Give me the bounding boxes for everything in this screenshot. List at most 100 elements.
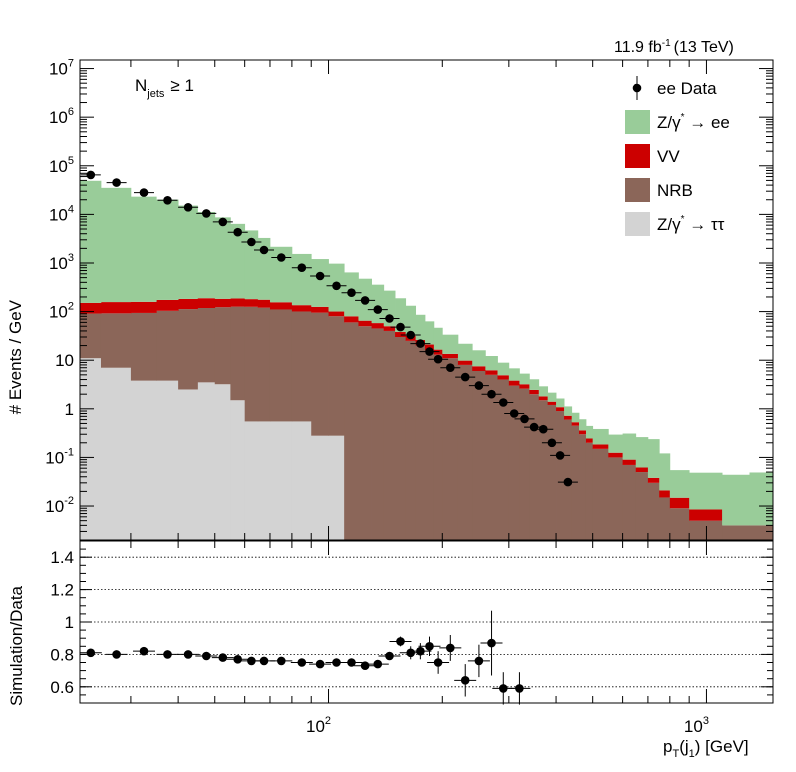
bar (647, 439, 660, 478)
bar (529, 389, 540, 395)
bar (291, 421, 312, 540)
bar (269, 246, 293, 303)
series-2 (80, 298, 723, 521)
legend-item-3: NRB (625, 178, 693, 202)
ratio-point (315, 659, 325, 669)
ratio-tick-label: 0.6 (50, 678, 74, 697)
bar (689, 472, 723, 510)
bar (635, 467, 649, 473)
bar (395, 332, 407, 338)
bar (442, 334, 459, 354)
bar (80, 313, 102, 359)
ratio-point (385, 651, 394, 661)
bar (556, 398, 565, 408)
bar (722, 525, 750, 540)
lumi-label: 11.9 fb-1 (13 TeV) (614, 38, 734, 56)
ratio-point (515, 684, 524, 693)
bar (547, 404, 557, 540)
ratio-point (112, 650, 121, 659)
ratio-point (446, 643, 455, 653)
bar (383, 326, 396, 331)
ratio-point (474, 656, 484, 666)
data-point (474, 381, 484, 390)
bar (371, 323, 385, 329)
bar (519, 388, 530, 540)
bar (547, 392, 557, 402)
bar (156, 299, 179, 311)
data-point (163, 196, 172, 205)
bar (508, 380, 520, 386)
bar (291, 253, 312, 306)
bar (291, 311, 312, 422)
ratio-point (460, 676, 470, 685)
data-point (563, 477, 573, 487)
data-point (347, 288, 356, 298)
bar (433, 354, 443, 540)
bar (291, 305, 312, 312)
data-point (555, 451, 565, 460)
bar (457, 360, 473, 365)
bar (178, 389, 198, 540)
bar (244, 230, 259, 300)
data-point (86, 170, 96, 180)
bar (622, 459, 637, 465)
bar (556, 411, 565, 540)
bar (529, 394, 540, 540)
bar (669, 497, 690, 509)
ratio-point (416, 646, 425, 656)
bar (592, 444, 609, 449)
bar (178, 309, 198, 390)
bar (415, 314, 426, 341)
bar (214, 384, 231, 540)
bar (383, 290, 396, 327)
bar (457, 364, 473, 540)
ratio-point (218, 653, 228, 662)
legend: ee Data Z/γ* → ee VV NRB Z/γ* → ττ (625, 76, 730, 236)
bar (571, 422, 580, 426)
data-point (202, 209, 211, 218)
data-point (433, 354, 443, 364)
bar (383, 330, 396, 540)
bar (659, 497, 671, 540)
legend-label: VV (657, 147, 680, 166)
data-point (373, 305, 383, 314)
data-point (218, 217, 228, 227)
bar (230, 400, 246, 540)
ratio-tick-label: 1 (65, 613, 74, 632)
bar (257, 307, 271, 422)
ratio-point (487, 638, 496, 648)
bar (214, 298, 231, 308)
data-point (499, 398, 508, 407)
ratio-data-points (79, 610, 531, 705)
ratio-point (406, 648, 416, 658)
bar (689, 520, 723, 540)
bar (311, 306, 329, 313)
data-point (425, 347, 434, 356)
bar (257, 421, 271, 540)
y-tick-label: 10 (55, 351, 74, 370)
ratio-point (183, 650, 193, 659)
bar (257, 237, 271, 300)
bar (100, 367, 132, 540)
data-point (529, 422, 539, 432)
y-tick-label: 1 (65, 400, 74, 419)
bar (579, 430, 587, 435)
data-point (509, 409, 519, 418)
x-tick-label: 102 (306, 715, 331, 736)
ratio-point (425, 642, 434, 651)
bar (80, 358, 102, 540)
bar (328, 316, 345, 436)
bar (442, 358, 459, 540)
legend-swatch (625, 212, 650, 236)
bar (722, 474, 750, 526)
bar (647, 482, 660, 540)
bar (519, 373, 530, 385)
ratio-point (360, 661, 370, 670)
bar (328, 311, 345, 317)
bar (585, 438, 594, 443)
bar (635, 437, 649, 468)
bar (669, 508, 690, 540)
data-point (259, 245, 269, 255)
bar (571, 425, 580, 540)
